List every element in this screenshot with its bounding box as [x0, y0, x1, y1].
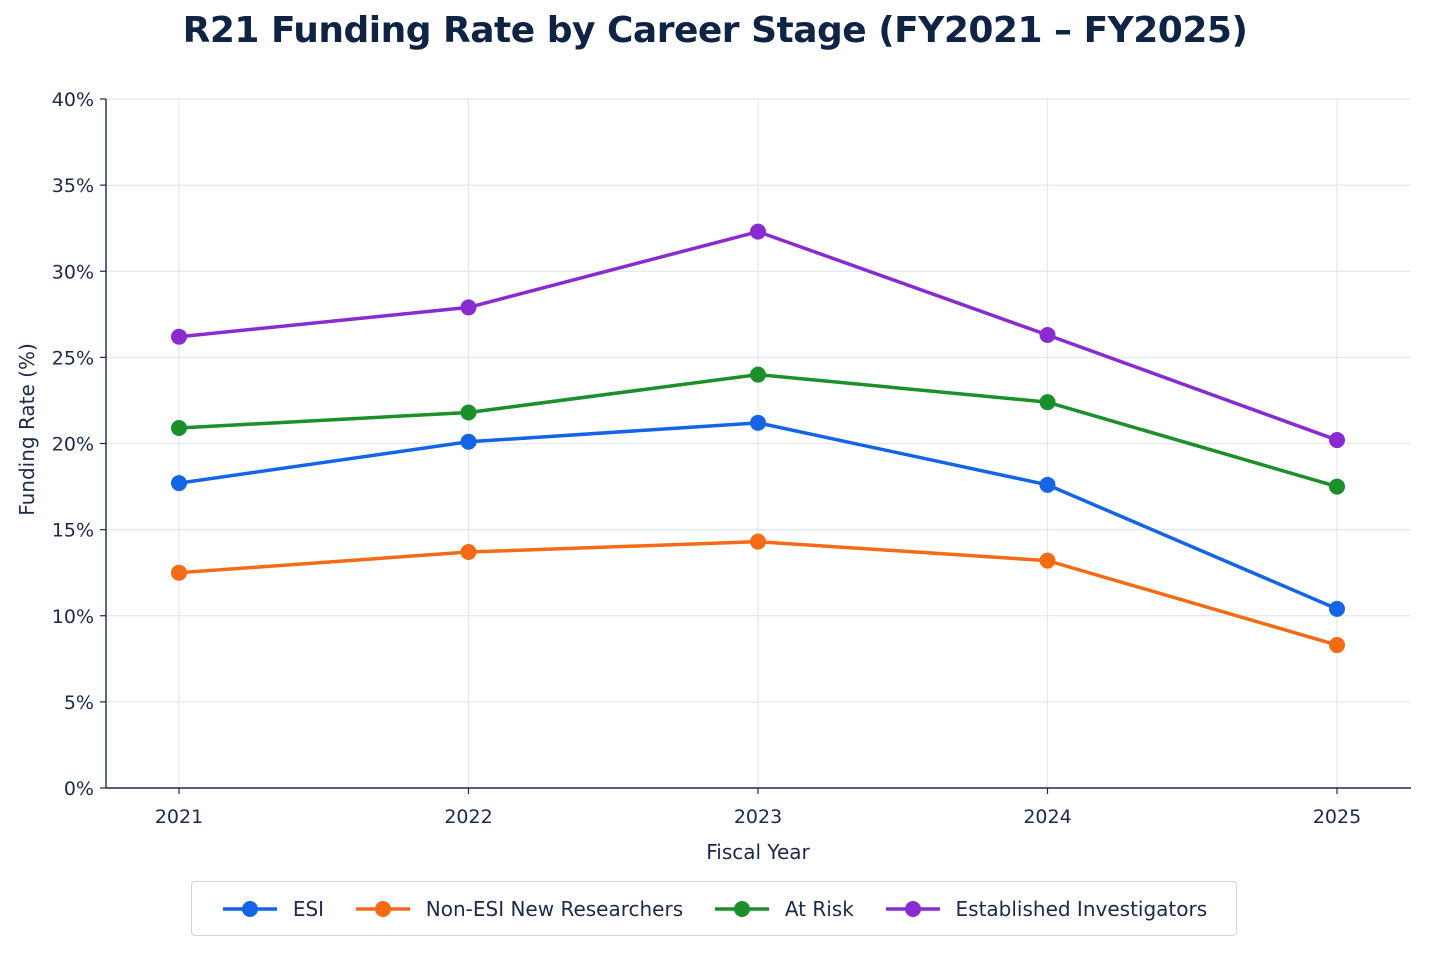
- data-point-non-esi-new-researchers: [1039, 552, 1056, 569]
- x-tick-label: 2022: [444, 806, 492, 828]
- data-point-non-esi-new-researchers: [171, 564, 187, 581]
- legend-item-at-risk: At Risk: [713, 897, 854, 921]
- gridlines: [106, 98, 1411, 788]
- data-point-established-investigators: [1039, 326, 1056, 343]
- data-point-established-investigators: [1329, 432, 1345, 449]
- legend-item-non-esi-new-researchers: Non-ESI New Researchers: [354, 897, 683, 921]
- data-point-esi: [171, 475, 187, 492]
- legend-label: ESI: [292, 896, 325, 921]
- y-tick-label: 30%: [52, 261, 94, 283]
- y-tick-label: 40%: [52, 89, 94, 111]
- series-lines: [171, 223, 1345, 654]
- x-tick-label: 2025: [1313, 806, 1361, 828]
- legend-marker-icon: [355, 900, 410, 917]
- data-point-esi: [460, 433, 477, 450]
- data-point-esi: [1039, 476, 1056, 493]
- series-at-risk: [171, 366, 1345, 495]
- chart-title: R21 Funding Rate by Career Stage (FY2021…: [182, 10, 1248, 51]
- data-point-non-esi-new-researchers: [1329, 637, 1345, 654]
- axes: 0% 5% 10% 15% 20% 25% 30% 35% 40% 2021 2022 2023 202…: [52, 89, 1411, 828]
- y-tick-label: 25%: [52, 347, 94, 369]
- y-tick-label: 15%: [52, 520, 94, 542]
- y-tick-label: 10%: [52, 606, 94, 628]
- series-non-esi-new-researchers: [171, 533, 1345, 654]
- data-point-at-risk: [1039, 394, 1056, 411]
- legend: ESI Non-ESI New Researchers At Risk Establi…: [191, 881, 1237, 936]
- data-point-established-investigators: [750, 223, 766, 240]
- data-point-at-risk: [171, 419, 187, 436]
- data-point-at-risk: [460, 404, 477, 421]
- legend-label: At Risk: [784, 896, 854, 921]
- x-tick-label: 2024: [1023, 806, 1071, 828]
- series-established-investigators: [171, 223, 1345, 449]
- x-axis-title: Fiscal Year: [706, 840, 810, 864]
- y-tick-label: 0%: [64, 778, 94, 800]
- y-axis-title: Funding Rate (%): [15, 343, 39, 516]
- data-point-at-risk: [750, 366, 766, 383]
- data-point-at-risk: [1329, 478, 1345, 495]
- data-point-established-investigators: [460, 299, 477, 316]
- data-point-established-investigators: [171, 328, 187, 345]
- y-tick-label: 35%: [52, 175, 94, 197]
- y-tick-label: 5%: [64, 692, 94, 714]
- legend-label: Non-ESI New Researchers: [425, 896, 684, 921]
- data-point-non-esi-new-researchers: [460, 544, 477, 561]
- x-tick-label: 2023: [734, 806, 782, 828]
- y-tick-label: 20%: [52, 434, 94, 456]
- legend-label: Established Investigators: [955, 896, 1208, 921]
- x-tick-label: 2021: [155, 806, 203, 828]
- legend-marker-icon: [885, 900, 940, 917]
- series-esi: [171, 414, 1345, 617]
- legend-item-esi: ESI: [221, 897, 324, 921]
- legend-marker-icon: [222, 900, 277, 917]
- data-point-esi: [750, 414, 766, 431]
- legend-marker-icon: [714, 900, 769, 917]
- data-point-esi: [1329, 600, 1345, 617]
- legend-item-established-investigators: Established Investigators: [884, 896, 1208, 921]
- data-point-non-esi-new-researchers: [750, 533, 766, 550]
